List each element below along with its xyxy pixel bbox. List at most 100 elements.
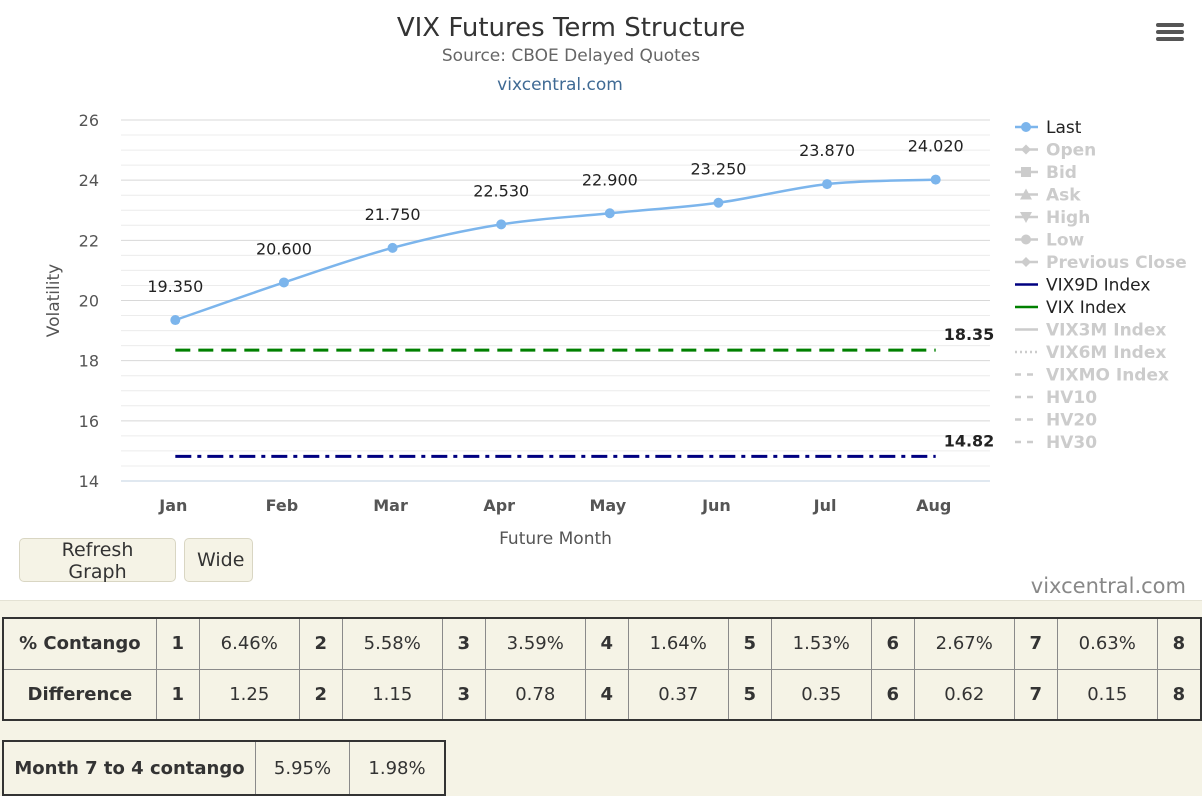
month-number-cell: 5 xyxy=(727,617,772,670)
wide-button[interactable]: Wide xyxy=(184,538,253,582)
summary-row: Month 7 to 4 contango 5.95% 1.98% xyxy=(2,740,446,796)
data-point xyxy=(930,174,941,185)
legend-item-last[interactable]: Last xyxy=(1015,118,1082,138)
value-cell: 0.35 xyxy=(770,668,872,721)
legend-marker-diamond xyxy=(1021,257,1031,267)
value-cell: 0.78 xyxy=(484,668,586,721)
contango-table: % Contango 1 6.46% 2 5.58% 3 3.59% 4 1.64% 5 1.53%… xyxy=(2,617,1202,721)
legend-item-low[interactable]: Low xyxy=(1015,231,1085,251)
legend-marker-triangle xyxy=(1020,188,1032,200)
x-tick-label: Jun xyxy=(701,496,731,515)
y-tick-label: 18 xyxy=(79,352,99,371)
legend-marker-circle xyxy=(1021,234,1031,245)
y-tick-label: 16 xyxy=(79,412,99,431)
data-point xyxy=(170,315,181,326)
legend-item-vix9d-index[interactable]: VIX9D Index xyxy=(1015,276,1150,296)
index-value-label: 14.82 xyxy=(944,431,995,450)
refresh-graph-button[interactable]: Refresh Graph xyxy=(19,538,176,583)
data-point xyxy=(713,197,724,208)
x-tick-label: Jul xyxy=(813,496,837,515)
legend-marker-triangle-down xyxy=(1020,212,1032,223)
month-number-cell: 6 xyxy=(870,617,915,670)
summary-table: Month 7 to 4 contango 5.95% 1.98% xyxy=(2,740,446,796)
month-number-cell: 8 xyxy=(1156,668,1202,721)
legend-label: VIX9D Index xyxy=(1046,276,1150,296)
month-number-cell: 7 xyxy=(1013,617,1058,670)
legend-item-bid[interactable]: Bid xyxy=(1015,163,1077,183)
data-labels: 14.82 18.35 19.350 20.600 21.750 22.530 22.900… xyxy=(147,137,994,451)
data-point xyxy=(822,179,833,190)
data-point xyxy=(496,219,507,230)
month-number-cell: 2 xyxy=(298,617,343,670)
month-number-cell: 7 xyxy=(1013,668,1058,721)
month-number-cell: 1 xyxy=(155,617,200,670)
value-cell: 1.15 xyxy=(341,668,443,721)
legend-label: Low xyxy=(1046,231,1085,251)
legend-item-ask[interactable]: Ask xyxy=(1015,186,1081,206)
value-cell: 0.15 xyxy=(1056,668,1158,721)
data-label: 23.250 xyxy=(690,160,746,179)
legend-label: Ask xyxy=(1046,186,1081,206)
value-cell: 1.53% xyxy=(770,617,872,670)
legend-item-high[interactable]: High xyxy=(1015,208,1090,228)
data-label: 22.530 xyxy=(473,181,529,200)
credit-text: vixcentral.com xyxy=(1030,574,1186,598)
contango-row: Difference 1 1.25 2 1.15 3 0.78 4 0.37 5 0.35 6 0.62… xyxy=(2,668,1202,721)
value-cell: 0.62 xyxy=(913,668,1015,721)
legend-label: Previous Close xyxy=(1046,253,1187,273)
index-value-label: 18.35 xyxy=(944,325,995,344)
legend-marker-circle xyxy=(1021,122,1031,132)
legend-label: Open xyxy=(1046,141,1096,161)
value-cell: 1.25 xyxy=(198,668,300,721)
legend-item-hv20[interactable]: HV20 xyxy=(1015,411,1097,431)
legend-label: VIXMO Index xyxy=(1046,366,1169,386)
value-cell: 2.67% xyxy=(913,617,1015,670)
legend-item-vix6m-index[interactable]: VIX6M Index xyxy=(1015,343,1166,363)
data-label: 19.350 xyxy=(147,277,203,296)
legend-label: HV20 xyxy=(1046,411,1097,431)
legend-marker-diamond xyxy=(1021,144,1031,155)
value-cell: 0.63% xyxy=(1056,617,1158,670)
legend-marker-square xyxy=(1021,167,1031,177)
data-label: 22.900 xyxy=(582,170,638,189)
y-axis-title: Volatility xyxy=(44,264,64,337)
month-number-cell: 6 xyxy=(870,668,915,721)
hamburger-menu-icon[interactable] xyxy=(1152,20,1188,48)
legend-item-vixmo-index[interactable]: VIXMO Index xyxy=(1015,366,1169,386)
vixcentral-link[interactable]: vixcentral.com xyxy=(497,75,623,95)
data-point xyxy=(278,277,289,288)
legend-item-vix-index[interactable]: VIX Index xyxy=(1015,298,1127,318)
x-tick-label: May xyxy=(589,496,626,515)
month-number-cell: 8 xyxy=(1156,617,1202,670)
legend-label: HV10 xyxy=(1046,388,1097,408)
term-structure-chart: VIX Futures Term Structure Source: CBOE … xyxy=(44,13,1187,549)
data-label: 23.870 xyxy=(799,141,855,160)
data-label: 20.600 xyxy=(256,239,312,258)
legend-item-previous-close[interactable]: Previous Close xyxy=(1015,253,1187,273)
row-label: Difference xyxy=(2,668,157,721)
legend-item-hv10[interactable]: HV10 xyxy=(1015,388,1097,408)
y-tick-label: 20 xyxy=(79,292,99,311)
month-number-cell: 3 xyxy=(441,617,486,670)
data-point xyxy=(387,242,398,253)
axes: 14 16 18 20 22 24 26 Jan Feb Mar Apr May Jun Jul Aug Fu… xyxy=(44,111,990,549)
grid-lines xyxy=(121,119,990,482)
legend-label: VIX3M Index xyxy=(1046,321,1166,341)
summary-label: Month 7 to 4 contango xyxy=(2,740,256,796)
legend-item-hv30[interactable]: HV30 xyxy=(1015,433,1097,453)
row-label: % Contango xyxy=(2,617,157,670)
summary-value-1: 5.95% xyxy=(255,740,350,796)
legend-label: Last xyxy=(1046,118,1082,138)
legend-item-vix3m-index[interactable]: VIX3M Index xyxy=(1015,321,1166,341)
month-number-cell: 4 xyxy=(584,617,629,670)
legend-label: VIX6M Index xyxy=(1046,343,1166,363)
month-number-cell: 3 xyxy=(441,668,486,721)
legend-label: Bid xyxy=(1046,163,1077,183)
value-cell: 1.64% xyxy=(627,617,729,670)
chart-panel: VIX Futures Term Structure Source: CBOE … xyxy=(0,0,1202,601)
value-cell: 5.58% xyxy=(341,617,443,670)
legend-item-open[interactable]: Open xyxy=(1015,141,1096,161)
x-axis-title: Future Month xyxy=(499,529,612,549)
x-tick-label: Mar xyxy=(373,496,408,515)
